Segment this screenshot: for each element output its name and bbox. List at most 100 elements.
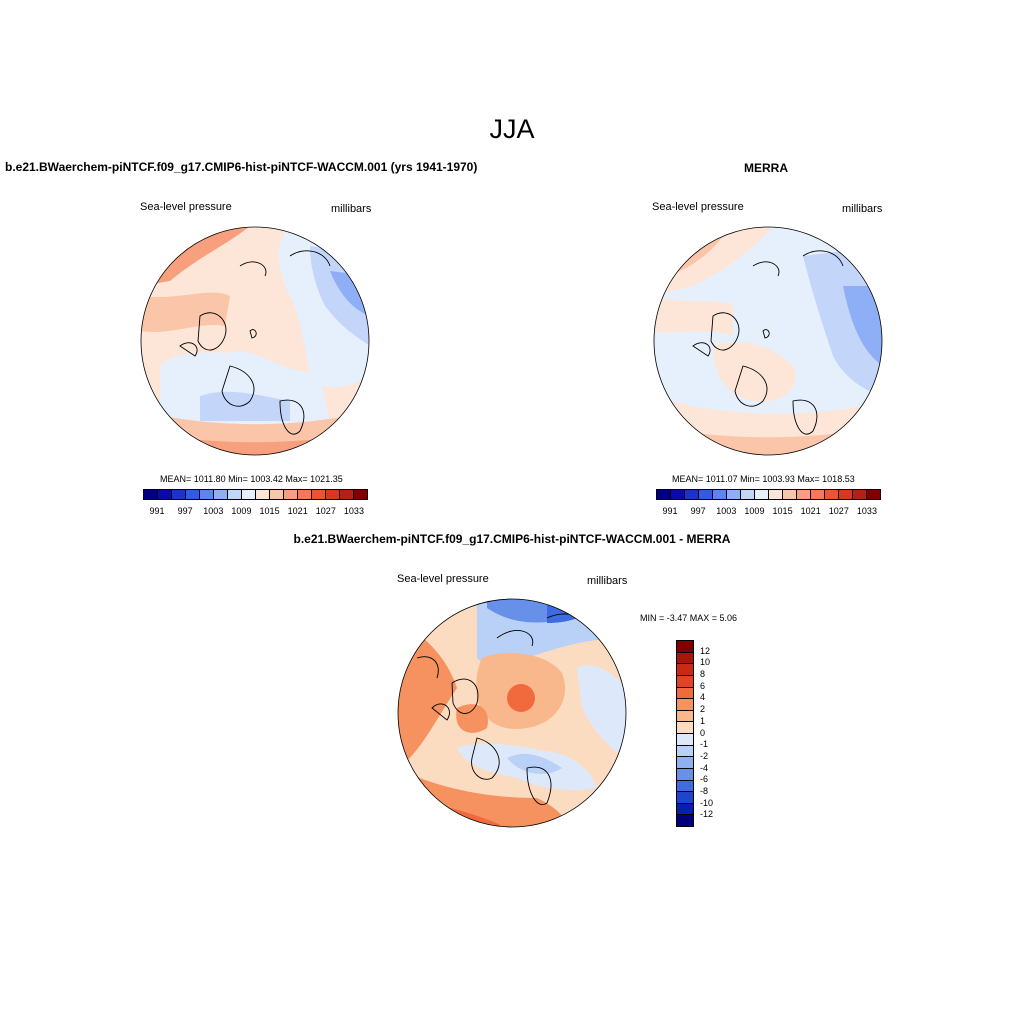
panel3-colorbar-label: -1 — [700, 739, 709, 750]
panel3-units: millibars — [587, 575, 628, 587]
panel3-colorbar-swatch — [677, 745, 693, 758]
panel1-colorbar-swatch — [214, 490, 228, 499]
panel3-colorbar-swatch — [677, 803, 693, 816]
panel2-colorbar-label: 991 — [662, 506, 678, 516]
panel1-map — [140, 226, 370, 456]
panel2-title: MERRA — [744, 161, 788, 175]
panel1-colorbar-swatch — [270, 490, 284, 499]
panel1-colorbar-swatch — [326, 490, 340, 499]
panel2-colorbar-label: 1027 — [828, 506, 849, 516]
panel3-colorbar-swatch — [677, 641, 693, 653]
panel3-colorbar-label: 4 — [700, 692, 706, 703]
panel3-colorbar-label: -12 — [700, 809, 714, 820]
panel1-colorbar-swatch — [354, 490, 367, 499]
panel3-colorbar-label: -10 — [700, 797, 714, 808]
figure-title: JJA — [489, 114, 535, 144]
panel3-colorbar-label: 1 — [700, 715, 706, 726]
panel3-colorbar-swatch — [677, 722, 693, 734]
panel2-colorbar-label: 1003 — [716, 506, 737, 516]
panel1-variable: Sea-level pressure — [140, 201, 232, 213]
panel1-colorbar-swatch — [284, 490, 298, 499]
panel2-colorbar-swatch — [713, 490, 727, 499]
panel1-colorbar-swatch — [144, 490, 158, 499]
panel1-colorbar-label: 1009 — [231, 506, 252, 516]
panel3-colorbar-label: -4 — [700, 762, 709, 773]
panel3-colorbar-label: -2 — [700, 750, 709, 761]
panel3-colorbar-swatch — [677, 699, 693, 711]
panel2-colorbar — [656, 489, 881, 500]
panel2-map — [653, 226, 883, 456]
panel3-colorbar-swatch — [677, 792, 693, 804]
panel2-colorbar-swatch — [783, 490, 797, 499]
panel1-colorbar-label: 997 — [177, 506, 193, 516]
panel3-colorbar — [676, 640, 694, 827]
panel1-colorbar-swatch — [172, 490, 186, 499]
panel2-stats: MEAN= 1011.07 Min= 1003.93 Max= 1018.53 — [672, 474, 855, 484]
panel1-colorbar-label: 1033 — [343, 506, 364, 516]
panel2-colorbar-label: 1021 — [800, 506, 821, 516]
panel1-colorbar-swatch — [340, 490, 354, 499]
panel2-colorbar-label: 997 — [690, 506, 706, 516]
panel2-variable: Sea-level pressure — [652, 201, 744, 213]
panel2-colorbar-swatch — [853, 490, 867, 499]
panel3-colorbar-label: -8 — [700, 785, 709, 796]
panel2-units: millibars — [842, 203, 883, 215]
panel2-colorbar-label: 1015 — [772, 506, 793, 516]
panel3-colorbar-label: 2 — [700, 704, 706, 715]
panel1-colorbar-swatch — [228, 490, 242, 499]
panel1-colorbar-label: 1003 — [203, 506, 224, 516]
panel1-colorbar-swatch — [200, 490, 214, 499]
panel1-units: millibars — [331, 203, 372, 215]
panel1-colorbar-swatch — [158, 490, 172, 499]
panel3-colorbar-swatch — [677, 687, 693, 700]
panel2-colorbar-swatch — [741, 490, 755, 499]
panel3-colorbar-label: 12 — [700, 645, 711, 656]
panel2-colorbar-swatch — [755, 490, 769, 499]
panel2-colorbar-swatch — [657, 490, 671, 499]
panel2-colorbar-swatch — [867, 490, 880, 499]
panel3-colorbar-label: 8 — [700, 669, 706, 680]
panel1-stats: MEAN= 1011.80 Min= 1003.42 Max= 1021.35 — [160, 474, 343, 484]
panel1-colorbar-label: 991 — [149, 506, 165, 516]
panel1-colorbar-swatch — [312, 490, 326, 499]
panel3-colorbar-swatches — [676, 640, 694, 827]
panel3-colorbar-swatch — [677, 780, 693, 793]
panel3-colorbar-swatch — [677, 734, 693, 746]
panel3-colorbar-swatch — [677, 815, 693, 826]
panel2-colorbar-swatch — [727, 490, 741, 499]
panel3-colorbar-label: 10 — [700, 657, 711, 668]
panel3-title: b.e21.BWaerchem-piNTCF.f09_g17.CMIP6-his… — [293, 532, 731, 546]
panel1-colorbar-swatch — [256, 490, 270, 499]
panel3-colorbar-swatch — [677, 664, 693, 676]
panel2-colorbar-swatch — [839, 490, 853, 499]
panel3-colorbar-label: 0 — [700, 727, 706, 738]
panel3-colorbar-label: 6 — [700, 680, 706, 691]
panel3-colorbar-label: -6 — [700, 774, 709, 785]
panel2-colorbar-swatch — [671, 490, 685, 499]
panel1-colorbar-swatch — [242, 490, 256, 499]
panel2-colorbar-swatch — [769, 490, 783, 499]
panel2-colorbar-swatch — [699, 490, 713, 499]
panel2-colorbar-label: 1033 — [856, 506, 877, 516]
panel2-colorbar-swatch — [797, 490, 811, 499]
panel2-colorbar-swatch — [811, 490, 825, 499]
panel3-variable: Sea-level pressure — [397, 573, 489, 585]
panel3-map — [397, 598, 627, 828]
panel1-colorbar-swatch — [186, 490, 200, 499]
panel2-colorbar-swatches — [656, 489, 881, 500]
panel3-colorbar-swatch — [677, 652, 693, 665]
panel1-colorbar-swatch — [298, 490, 312, 499]
panel1-colorbar-label: 1027 — [315, 506, 336, 516]
panel3-colorbar-swatch — [677, 768, 693, 781]
panel2-colorbar-swatch — [825, 490, 839, 499]
panel2-colorbar-swatch — [685, 490, 699, 499]
panel1-colorbar-labels: 991 997 1003 1009 1015 1021 1027 1033 — [143, 506, 368, 518]
panel1-title: b.e21.BWaerchem-piNTCF.f09_g17.CMIP6-his… — [5, 160, 478, 174]
panel1-colorbar — [143, 489, 368, 500]
panel1-colorbar-label: 1021 — [287, 506, 308, 516]
panel2-colorbar-label: 1009 — [744, 506, 765, 516]
panel3-stats: MIN = -3.47 MAX = 5.06 — [640, 613, 738, 623]
panel3-colorbar-labels: 12 10 8 6 4 2 1 0 -1 -2 -4 -6 -8 -10 -12 — [700, 640, 730, 827]
panel1-colorbar-swatches — [143, 489, 368, 500]
panel3-colorbar-swatch — [677, 675, 693, 688]
